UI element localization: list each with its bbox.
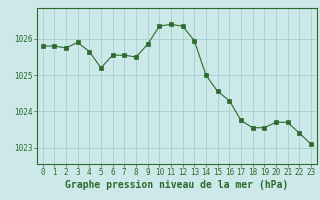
X-axis label: Graphe pression niveau de la mer (hPa): Graphe pression niveau de la mer (hPa) [65,180,288,190]
